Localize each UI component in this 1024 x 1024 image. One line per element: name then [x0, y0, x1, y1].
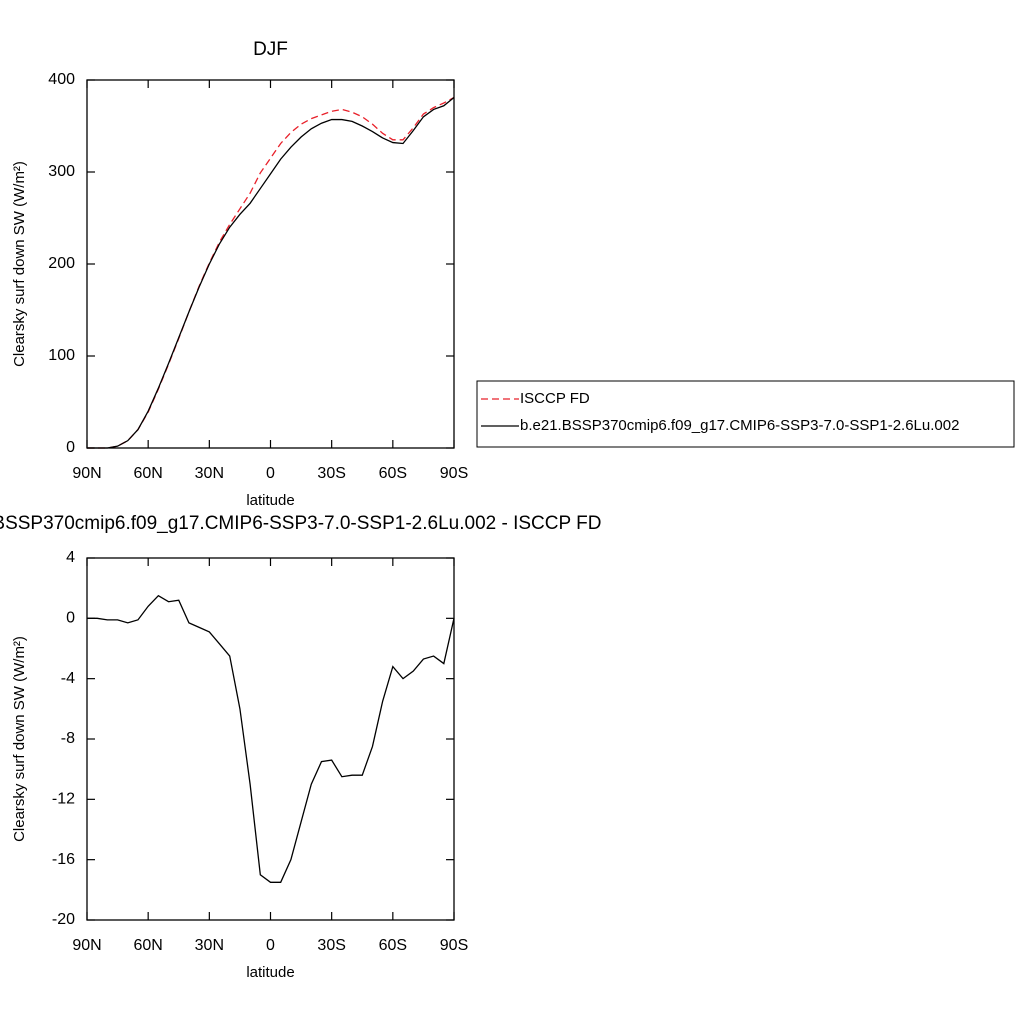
y-tick-label: -8: [61, 730, 75, 747]
data-line: [87, 594, 455, 883]
x-tick-label: 90S: [440, 937, 468, 954]
x-tick-label: 0: [266, 465, 275, 482]
plot-frame: [86, 79, 455, 449]
y-tick-label: 300: [48, 163, 75, 180]
x-tick-label: 30S: [317, 937, 345, 954]
x-tick-label: 30N: [195, 465, 224, 482]
data-line: [87, 96, 455, 449]
x-tick-label: 30N: [195, 937, 224, 954]
data-line: [87, 96, 455, 449]
y-tick-label: 200: [48, 255, 75, 272]
x-tick-label: 60N: [133, 937, 162, 954]
y-axis-label: Clearsky surf down SW (W/m²): [11, 636, 28, 842]
chart-title: b.e21.BSSP370cmip6.f09_g17.CMIP6-SSP3-7.…: [0, 513, 601, 534]
y-tick-label: -4: [61, 670, 75, 687]
legend-label: b.e21.BSSP370cmip6.f09_g17.CMIP6-SSP3-7.…: [520, 417, 959, 434]
x-tick-label: 30S: [317, 465, 345, 482]
legend-box: [476, 380, 1015, 448]
x-axis-label: latitude: [246, 492, 294, 509]
x-tick-label: 90N: [72, 465, 101, 482]
y-tick-label: -20: [52, 911, 75, 928]
y-tick-label: 0: [66, 610, 75, 627]
plot-frame: [86, 557, 455, 921]
x-tick-label: 60N: [133, 465, 162, 482]
y-axis-label: Clearsky surf down SW (W/m²): [11, 161, 28, 367]
x-tick-label: 90S: [440, 465, 468, 482]
chart-title: DJF: [253, 39, 288, 60]
y-tick-label: 0: [66, 439, 75, 456]
y-tick-label: -16: [52, 851, 75, 868]
y-tick-label: 400: [48, 71, 75, 88]
y-tick-label: 4: [66, 549, 75, 566]
x-axis-label: latitude: [246, 964, 294, 981]
y-tick-label: -12: [52, 791, 75, 808]
x-tick-label: 60S: [379, 465, 407, 482]
y-tick-label: 100: [48, 347, 75, 364]
legend-label: ISCCP FD: [520, 390, 590, 407]
x-tick-label: 0: [266, 937, 275, 954]
x-tick-label: 90N: [72, 937, 101, 954]
x-tick-label: 60S: [379, 937, 407, 954]
